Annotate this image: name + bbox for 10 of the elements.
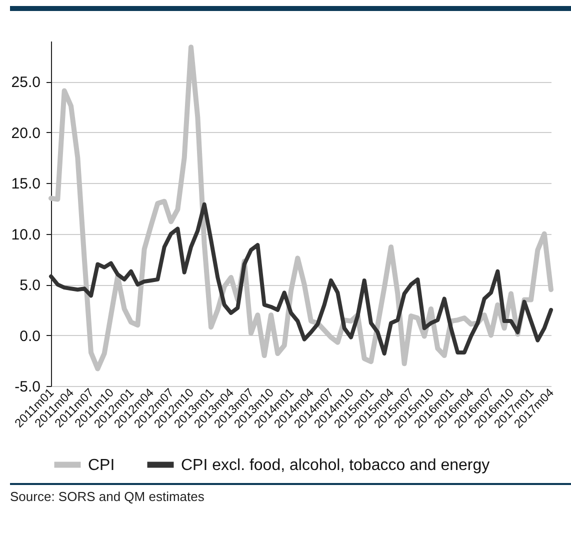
source-note: Source: SORS and QM estimates bbox=[10, 489, 206, 504]
legend-label: CPI excl. food, alcohol, tobacco and energy bbox=[181, 456, 490, 474]
y-tick-label: 0.0 bbox=[20, 328, 40, 345]
y-tick-label: 20.0 bbox=[11, 124, 40, 142]
y-tick-label: 25.0 bbox=[11, 74, 40, 92]
line-series bbox=[49, 202, 553, 356]
y-tick-label: 5.0 bbox=[20, 277, 40, 294]
y-tick-label: 15.0 bbox=[11, 176, 40, 193]
legend-label: CPI bbox=[88, 456, 115, 474]
y-tick-label: 10.0 bbox=[11, 226, 40, 244]
